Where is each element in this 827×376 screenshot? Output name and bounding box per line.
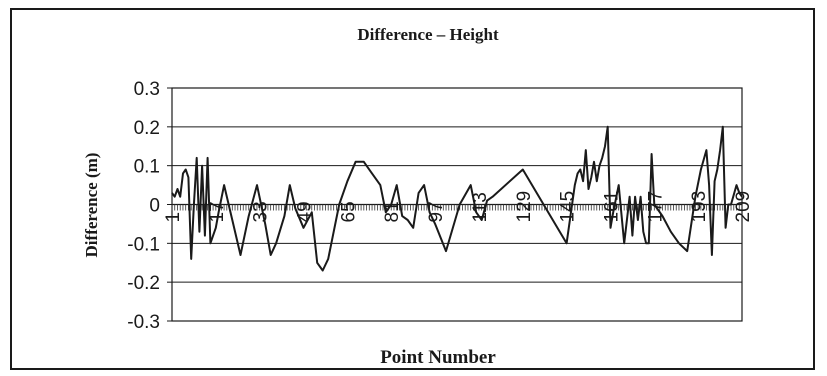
x-tick-label: 161 xyxy=(602,191,623,223)
x-tick-label: 17 xyxy=(207,201,228,222)
x-tick-label: 33 xyxy=(251,201,272,222)
y-tick-label: 0.3 xyxy=(134,79,160,100)
y-axis-label: Difference (m) xyxy=(82,153,101,258)
x-tick-label: 177 xyxy=(645,191,666,223)
y-tick-label: -0.1 xyxy=(127,234,160,255)
x-tick-label: 129 xyxy=(514,191,535,223)
chart-title: Difference – Height xyxy=(357,25,499,44)
x-tick-label: 49 xyxy=(295,201,316,222)
y-tick-label: -0.3 xyxy=(127,312,160,333)
y-tick-label: 0.2 xyxy=(134,118,160,139)
x-tick-label: 97 xyxy=(426,201,447,222)
y-axis-ticks: 0.3 0.2 0.1 0 -0.1 -0.2 -0.3 xyxy=(127,79,172,333)
series-line xyxy=(171,125,743,272)
y-tick-label: 0 xyxy=(149,196,160,217)
x-tick-label: 81 xyxy=(382,201,403,222)
x-tick-label: 209 xyxy=(733,191,754,223)
series-lines xyxy=(171,125,743,272)
x-axis-ticks: 1 17 33 49 65 81 97 113 129 145 161 177 193 209 xyxy=(163,191,754,223)
x-axis-label: Point Number xyxy=(380,347,496,368)
x-tick-label: 65 xyxy=(338,201,359,222)
y-tick-label: 0.1 xyxy=(134,157,160,178)
x-tick-label: 1 xyxy=(163,212,184,223)
x-tick-label: 145 xyxy=(558,191,579,223)
x-tick-label: 193 xyxy=(689,191,710,223)
x-tick-label: 113 xyxy=(470,192,491,222)
chart-frame xyxy=(10,8,815,370)
y-tick-label: -0.2 xyxy=(127,273,160,294)
